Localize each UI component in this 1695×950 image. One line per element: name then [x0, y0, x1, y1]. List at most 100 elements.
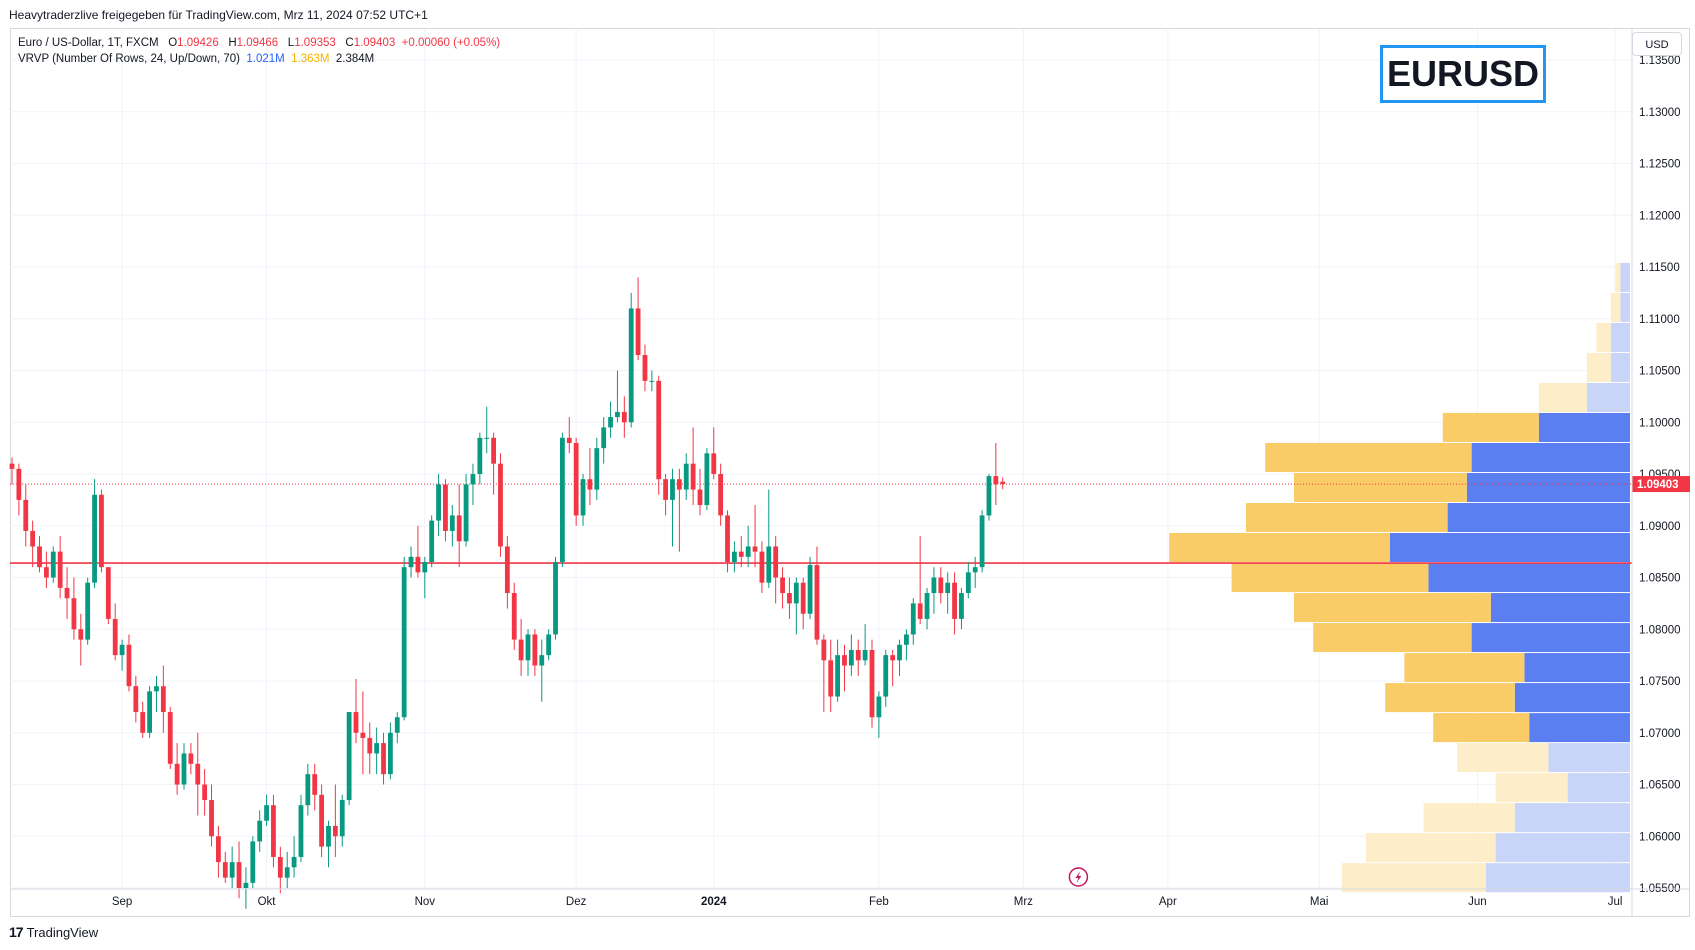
candle-body: [470, 474, 476, 485]
candle-body: [9, 463, 15, 469]
candle-body: [484, 437, 490, 439]
candle-body: [50, 551, 56, 578]
candle-body: [821, 639, 827, 661]
candle-body: [381, 743, 386, 775]
candle-body: [848, 649, 854, 666]
time-tick-label: Jun: [1468, 896, 1487, 908]
currency-button[interactable]: USD: [1632, 32, 1682, 56]
legend-vol-up: 1.021M: [246, 53, 285, 65]
legend-close-label: C: [345, 37, 354, 49]
candle-body: [408, 556, 414, 568]
candle-body: [23, 499, 29, 531]
volume-profile-up-bar: [1524, 653, 1630, 683]
volume-profile-up-bar: [1514, 803, 1630, 833]
candle-body: [615, 411, 620, 418]
time-tick-label: Mai: [1310, 896, 1329, 908]
candle-body: [787, 593, 792, 604]
volume-profile-up-bar: [1447, 503, 1630, 533]
candle-body: [112, 618, 118, 656]
shared-by-text: Heavytraderzlive freigegeben für Trading…: [9, 8, 428, 22]
candle-body: [353, 712, 359, 733]
volume-profile-up-bar: [1486, 863, 1630, 893]
candle-body: [732, 551, 737, 562]
volume-profile-up-bar: [1466, 472, 1630, 503]
candle-body: [532, 634, 538, 666]
volume-profile-down-bar: [1294, 593, 1491, 623]
volume-profile-down-bar: [1385, 683, 1515, 713]
candle-body: [284, 867, 290, 878]
candle-body: [326, 825, 331, 847]
candle-body: [924, 593, 930, 619]
tradingview-logo[interactable]: 17 TradingView: [9, 924, 98, 940]
candle-body: [236, 862, 242, 888]
candle-body: [601, 427, 607, 449]
candle-body: [298, 805, 304, 857]
candle-body: [649, 380, 655, 382]
price-tick-label: 1.13000: [1639, 107, 1681, 119]
volume-profile-up-bar: [1567, 773, 1630, 803]
volume-profile-down-bar: [1169, 533, 1390, 563]
volume-profile-up-bar: [1538, 412, 1630, 442]
candle-body: [690, 463, 696, 490]
candle-body: [869, 649, 875, 718]
price-tick-label: 1.06000: [1639, 831, 1681, 843]
candle-body: [319, 794, 324, 847]
candle-body: [181, 753, 187, 785]
volume-profile-down-bar: [1442, 412, 1539, 442]
price-tick-label: 1.11500: [1639, 262, 1680, 274]
candle-body: [890, 655, 896, 661]
candle-body: [511, 593, 517, 640]
volume-profile-down-bar: [1433, 713, 1530, 743]
legend-vol-total: 2.384M: [335, 53, 375, 65]
candle-body: [766, 546, 772, 583]
candle-body: [566, 437, 572, 443]
volume-profile-up-bar: [1620, 262, 1630, 292]
candle-body: [539, 655, 545, 666]
candle-body: [917, 603, 923, 619]
candle-body: [952, 582, 957, 619]
price-tick-label: 1.12000: [1639, 210, 1681, 222]
legend-close: 1.09403: [353, 37, 396, 49]
candle-body: [92, 494, 97, 583]
volume-profile-down-bar: [1495, 773, 1568, 803]
candle-body: [759, 551, 765, 583]
candle-body: [807, 565, 813, 614]
legend-indicator[interactable]: VRVP (Number Of Rows, 24, Up/Down, 70): [18, 53, 240, 65]
candle-body: [594, 448, 600, 490]
candle-body: [745, 546, 751, 557]
symbol-badge: EURUSD: [1380, 45, 1546, 103]
candle-body: [140, 712, 146, 733]
candle-body: [553, 561, 558, 635]
candle-body: [828, 660, 834, 697]
legend-vol-down: 1.363M: [291, 53, 330, 65]
volume-profile-up-bar: [1428, 563, 1630, 593]
volume-profile-down-bar: [1265, 442, 1472, 472]
volume-profile-up-bar: [1529, 713, 1630, 743]
candle-body: [676, 479, 682, 490]
candle-body: [394, 717, 400, 733]
candle-body: [546, 634, 552, 656]
candle-body: [959, 593, 964, 619]
legend-ohlc-row: Euro / US-Dollar, 1T, FXCM O1.09426 H1.0…: [18, 35, 500, 51]
candle-body: [401, 567, 407, 718]
candle-body: [216, 836, 221, 863]
legend-symbol[interactable]: Euro / US-Dollar, 1T, FXCM: [18, 37, 159, 49]
chart-legend: Euro / US-Dollar, 1T, FXCM O1.09426 H1.0…: [18, 35, 500, 67]
time-tick-label: Apr: [1159, 896, 1177, 908]
candle-body: [883, 655, 889, 697]
candle-body: [339, 800, 345, 837]
volume-profile-down-bar: [1586, 352, 1611, 382]
candle-body: [1000, 481, 1006, 485]
candle-body: [429, 520, 435, 562]
volume-profile-down-bar: [1423, 803, 1515, 833]
candle-body: [415, 556, 421, 573]
candle-body: [229, 862, 235, 878]
candle-body: [876, 696, 882, 718]
candle-body: [587, 479, 593, 490]
volume-profile-down-bar: [1457, 743, 1549, 773]
candle-body: [209, 800, 214, 837]
candle-body: [222, 862, 228, 878]
candle-body: [697, 489, 703, 506]
candle-body: [628, 308, 634, 423]
